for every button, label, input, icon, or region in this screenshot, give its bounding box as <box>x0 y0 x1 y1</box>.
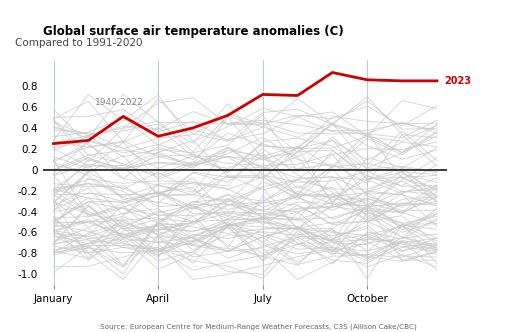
Text: 1940-2022: 1940-2022 <box>95 98 144 107</box>
Text: Global surface air temperature anomalies (C): Global surface air temperature anomalies… <box>43 25 344 38</box>
Text: Source: European Centre for Medium-Range Weather Forecasts, C3S (Allison Cake/CB: Source: European Centre for Medium-Range… <box>100 324 417 330</box>
Text: Compared to 1991-2020: Compared to 1991-2020 <box>15 38 142 47</box>
Text: 2023: 2023 <box>444 76 471 86</box>
